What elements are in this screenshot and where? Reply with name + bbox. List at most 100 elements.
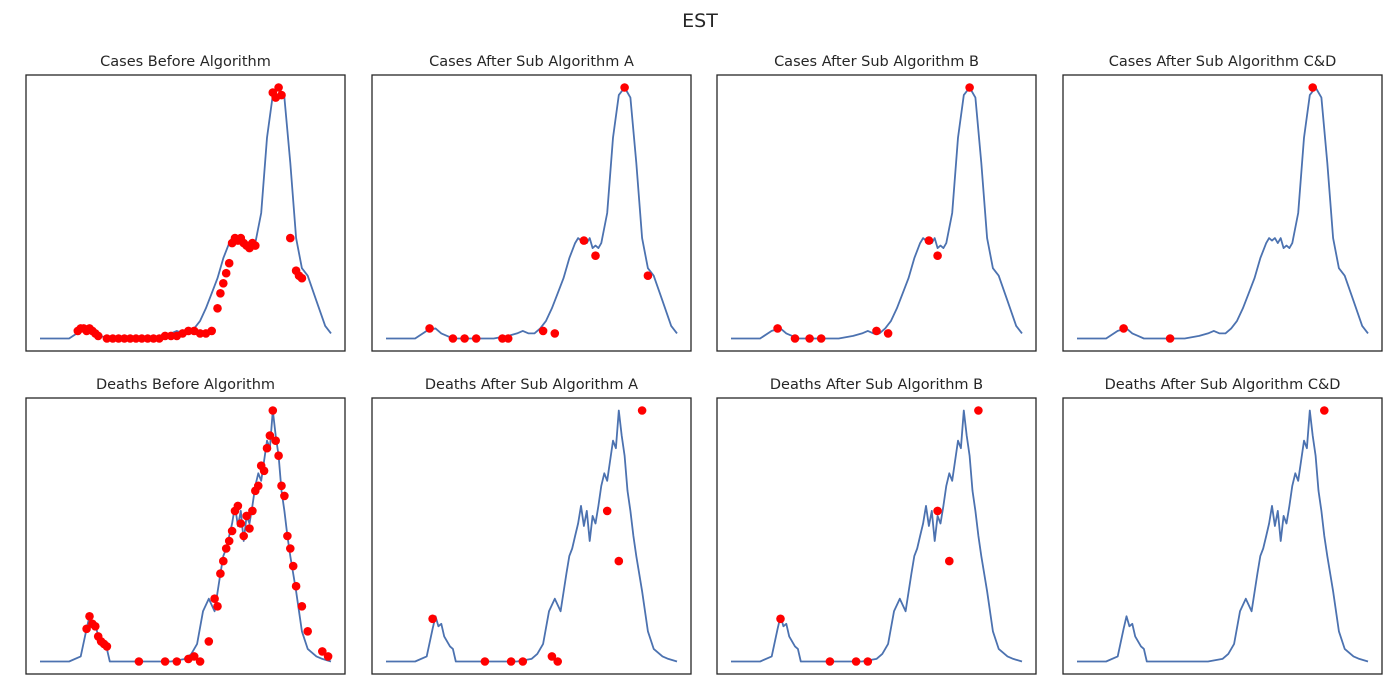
peak-marker <box>134 657 144 666</box>
peak-marker <box>137 334 147 343</box>
peak-marker <box>547 652 557 661</box>
peak-marker <box>550 329 560 338</box>
peak-marker <box>297 602 307 611</box>
peak-marker <box>872 326 881 336</box>
panel-7: Deaths After Sub Algorithm B <box>716 377 1037 675</box>
peak-marker <box>503 334 513 343</box>
peak-marker <box>579 236 589 245</box>
peak-marker <box>1165 334 1175 343</box>
peak-marker <box>277 90 286 100</box>
peak-marker <box>974 406 983 415</box>
peak-marker <box>221 268 231 278</box>
peak-marker <box>460 334 469 343</box>
peak-marker <box>219 279 228 288</box>
panel-8: Deaths After Sub Algorithm C&D <box>1062 377 1383 675</box>
panel-5: Deaths Before Algorithm <box>25 377 346 675</box>
peak-marker <box>538 326 548 336</box>
series-line <box>731 409 1023 663</box>
plot-frame <box>1062 74 1383 352</box>
peak-marker <box>428 614 437 624</box>
peak-marker <box>614 556 624 566</box>
peak-marker <box>277 481 286 491</box>
peak-marker <box>280 491 289 501</box>
series-line <box>386 409 678 663</box>
peak-marker <box>172 657 182 666</box>
peak-marker <box>248 506 257 516</box>
peak-marker <box>790 334 800 343</box>
panel-1: Cases Before Algorithm <box>25 54 346 352</box>
peak-marker <box>933 251 942 260</box>
peak-marker <box>933 506 942 516</box>
peak-marker <box>259 466 269 476</box>
peak-marker <box>602 506 612 516</box>
panel-6: Deaths After Sub Algorithm A <box>371 377 692 675</box>
panel-title: Cases After Sub Algorithm A <box>429 54 634 70</box>
peak-marker <box>851 657 861 666</box>
peak-marker <box>274 451 283 461</box>
peak-marker <box>207 326 216 336</box>
peak-marker <box>863 657 873 666</box>
series-line <box>1077 409 1369 663</box>
plot-frame <box>371 397 692 675</box>
peak-marker <box>291 581 301 591</box>
peak-marker <box>816 334 826 343</box>
peak-marker <box>773 324 782 333</box>
peak-marker <box>216 289 225 298</box>
peak-marker <box>213 304 222 313</box>
peak-marker <box>268 406 278 415</box>
peak-marker <box>102 642 112 651</box>
peak-marker <box>239 531 248 541</box>
plot-frame <box>716 74 1037 352</box>
peak-marker <box>945 556 954 566</box>
peak-marker <box>227 526 237 536</box>
plot-frame <box>25 397 346 675</box>
plot-frame <box>25 74 346 352</box>
peak-marker <box>1308 83 1317 92</box>
peak-marker <box>189 652 199 661</box>
peak-marker <box>883 329 893 338</box>
peak-marker <box>219 556 228 566</box>
peak-marker <box>271 436 281 446</box>
peak-marker <box>518 657 528 666</box>
peak-marker <box>286 233 295 243</box>
peak-marker <box>637 406 647 415</box>
peak-marker <box>224 536 234 546</box>
peak-marker <box>283 531 292 541</box>
peak-marker <box>297 273 307 283</box>
peak-marker <box>102 334 112 343</box>
peak-marker <box>1320 406 1329 415</box>
peak-marker <box>506 657 516 666</box>
panel-4: Cases After Sub Algorithm C&D <box>1062 54 1383 352</box>
panel-title: Cases After Sub Algorithm B <box>774 54 979 70</box>
peak-marker <box>480 657 490 666</box>
peak-marker <box>620 83 629 92</box>
peak-marker <box>265 431 275 440</box>
peak-marker <box>965 83 974 92</box>
panel-title: Deaths After Sub Algorithm B <box>770 377 983 393</box>
peak-marker <box>805 334 814 343</box>
peak-marker <box>425 324 434 333</box>
peak-marker <box>233 501 243 511</box>
peak-marker <box>318 647 327 656</box>
peak-marker <box>245 524 254 533</box>
peak-marker <box>91 622 100 631</box>
panel-title: Deaths Before Algorithm <box>96 377 275 393</box>
peak-marker <box>262 443 272 453</box>
peak-marker <box>160 657 170 666</box>
panel-title: Deaths After Sub Algorithm C&D <box>1105 377 1341 393</box>
panel-title: Cases After Sub Algorithm C&D <box>1109 54 1337 70</box>
peak-marker <box>591 251 600 260</box>
peak-marker <box>236 519 246 528</box>
peak-marker <box>553 657 562 666</box>
peak-marker <box>448 334 458 343</box>
peak-marker <box>776 614 785 624</box>
peak-marker <box>85 612 94 621</box>
plot-frame <box>1062 397 1383 675</box>
panel-3: Cases After Sub Algorithm B <box>716 54 1037 352</box>
plot-frame <box>716 397 1037 675</box>
peak-marker <box>242 511 251 521</box>
peak-marker <box>195 657 205 666</box>
peak-marker <box>82 624 91 634</box>
peak-marker <box>286 544 295 553</box>
